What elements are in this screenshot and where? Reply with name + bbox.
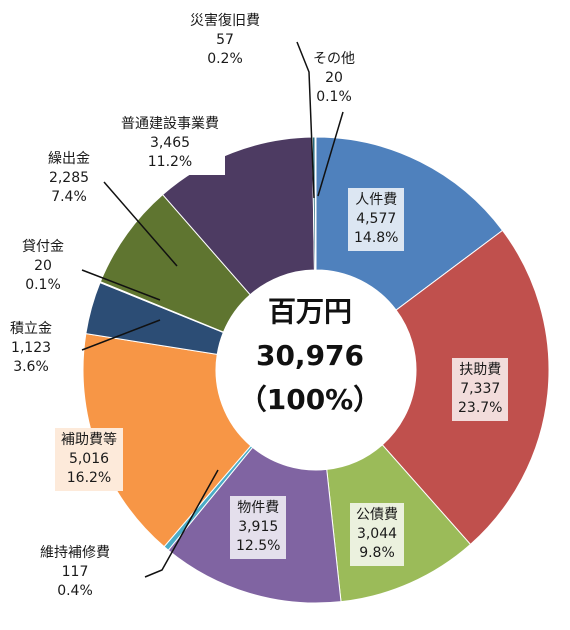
label-percent: 23.7% <box>458 400 503 416</box>
label-percent: 0.4% <box>57 583 93 599</box>
data-label-普通建設事業費: 普通建設事業費 3,465 11.2% <box>115 112 225 175</box>
slice-人件費 <box>315 136 504 311</box>
leader-line-繰出金 <box>103 181 178 267</box>
label-percent: 3.6% <box>13 359 49 375</box>
label-percent: 0.1% <box>25 277 61 293</box>
data-label-積立金: 積立金 1,123 3.6% <box>10 320 52 377</box>
data-label-物件費: 物件費 3,915 12.5% <box>230 496 287 559</box>
label-value: 4,577 <box>356 211 397 227</box>
label-percent: 0.1% <box>316 89 352 105</box>
label-value: 7,337 <box>460 381 501 397</box>
label-value: 5,016 <box>68 451 110 467</box>
label-value: 20 <box>325 70 343 86</box>
label-percent: 16.2% <box>66 470 112 486</box>
label-name: 積立金 <box>10 321 52 337</box>
slice-補助費等 <box>82 332 252 548</box>
label-percent: 11.2% <box>147 154 193 170</box>
data-label-扶助費: 扶助費 7,337 23.7% <box>452 358 509 421</box>
label-value: 2,285 <box>48 170 90 186</box>
label-value: 3,915 <box>238 519 279 535</box>
leader-line-災害復旧費 <box>296 41 315 199</box>
label-name: 維持補修費 <box>40 545 110 561</box>
label-name: 普通建設事業費 <box>121 116 219 132</box>
slice-その他 <box>314 136 317 271</box>
label-value: 117 <box>61 564 89 580</box>
leader-lines <box>81 41 344 578</box>
data-label-貸付金: 貸付金 20 0.1% <box>22 238 64 295</box>
data-label-その他: その他 20 0.1% <box>313 50 355 107</box>
label-percent: 9.8% <box>359 545 395 561</box>
leader-line-積立金 <box>81 319 161 351</box>
data-label-人件費: 人件費 4,577 14.8% <box>348 188 405 251</box>
leader-line-維持補修費 <box>144 469 219 578</box>
data-label-繰出金: 繰出金 2,285 7.4% <box>48 150 90 207</box>
center-unit: 百万円 <box>267 295 352 328</box>
label-name: 繰出金 <box>48 151 90 167</box>
label-percent: 14.8% <box>354 230 399 246</box>
label-percent: 0.2% <box>207 51 243 67</box>
label-name: 公債費 <box>356 507 398 523</box>
label-name: 補助費等 <box>61 432 117 448</box>
label-name: 災害復旧費 <box>190 13 260 29</box>
label-percent: 7.4% <box>51 189 87 205</box>
label-percent: 12.5% <box>236 538 281 554</box>
data-label-公債費: 公債費 3,044 9.8% <box>350 503 404 566</box>
leader-line-その他 <box>317 111 344 197</box>
label-value: 20 <box>34 258 52 274</box>
label-name: 物件費 <box>237 500 280 516</box>
label-name: その他 <box>313 51 355 67</box>
label-value: 3,044 <box>356 526 398 542</box>
label-value: 3,465 <box>149 135 191 151</box>
leader-line-貸付金 <box>81 269 161 301</box>
center-percent: （100%） <box>238 383 382 416</box>
data-label-災害復旧費: 災害復旧費 57 0.2% <box>190 12 260 69</box>
label-value: 57 <box>216 32 234 48</box>
center-total: 30,976 <box>255 339 365 372</box>
donut-center-label: 百万円 30,976 （100%） <box>220 290 400 422</box>
label-name: 人件費 <box>355 192 398 208</box>
label-value: 1,123 <box>10 340 52 356</box>
data-label-維持補修費: 維持補修費 117 0.4% <box>40 544 110 601</box>
label-name: 貸付金 <box>22 239 64 255</box>
label-name: 扶助費 <box>459 362 502 378</box>
data-label-補助費等: 補助費等 5,016 16.2% <box>55 428 123 491</box>
